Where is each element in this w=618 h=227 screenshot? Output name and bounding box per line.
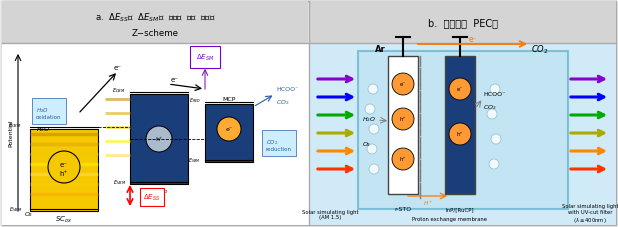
Text: e⁻: e⁻ <box>114 65 122 71</box>
Circle shape <box>369 124 379 134</box>
Bar <box>2 44 309 225</box>
Text: $H^+$: $H^+$ <box>423 199 433 207</box>
Text: $E_{RED}$: $E_{RED}$ <box>189 96 201 105</box>
Text: $O_2$: $O_2$ <box>362 140 371 149</box>
Text: $\Delta E_{SS}$: $\Delta E_{SS}$ <box>143 192 160 202</box>
Circle shape <box>392 109 414 131</box>
Circle shape <box>369 164 379 174</box>
Circle shape <box>487 109 497 119</box>
Text: $E_{VBM}$: $E_{VBM}$ <box>188 156 201 165</box>
Bar <box>388 57 418 194</box>
Circle shape <box>217 118 241 141</box>
Text: h⁺: h⁺ <box>457 132 463 137</box>
Text: HCOO⁻: HCOO⁻ <box>483 92 506 97</box>
Bar <box>130 95 188 184</box>
Text: $CO_2$: $CO_2$ <box>483 103 497 112</box>
Text: Potential: Potential <box>9 119 14 146</box>
Text: h⁺: h⁺ <box>60 170 68 176</box>
Text: $\Delta E_{SM}$: $\Delta E_{SM}$ <box>196 53 214 63</box>
Text: HCOO⁻: HCOO⁻ <box>276 87 298 92</box>
Bar <box>30 129 98 211</box>
Text: h⁺: h⁺ <box>400 157 406 162</box>
Text: Solar simulating light
(AM 1.5): Solar simulating light (AM 1.5) <box>302 209 358 220</box>
Circle shape <box>449 79 471 101</box>
Bar <box>310 44 616 225</box>
Text: b.  전선없는  PEC셀: b. 전선없는 PEC셀 <box>428 18 498 28</box>
Text: Z−scheme: Z−scheme <box>132 28 179 37</box>
Circle shape <box>392 148 414 170</box>
Text: e⁻: e⁻ <box>226 127 232 132</box>
Text: a.  $\Delta E_{SS}$와  $\Delta E_{SM}$의  조절에  의한  자발적: a. $\Delta E_{SS}$와 $\Delta E_{SM}$의 조절에… <box>95 12 215 24</box>
Circle shape <box>368 85 378 95</box>
Text: $H_2O$
oxidation: $H_2O$ oxidation <box>36 105 62 120</box>
Text: h⁺: h⁺ <box>155 137 163 142</box>
Circle shape <box>489 159 499 169</box>
Text: Ar: Ar <box>375 45 386 54</box>
Text: r-STO: r-STO <box>394 207 412 212</box>
Text: Proton exchange membrane: Proton exchange membrane <box>412 217 488 222</box>
Bar <box>2 2 308 44</box>
Text: $CO_2$: $CO_2$ <box>531 44 549 56</box>
Circle shape <box>365 105 375 114</box>
Text: e⁻: e⁻ <box>400 82 406 87</box>
Circle shape <box>146 126 172 152</box>
Circle shape <box>392 74 414 96</box>
Text: $CO_2$
reduction: $CO_2$ reduction <box>266 137 292 152</box>
Text: $E_{VBM}$: $E_{VBM}$ <box>112 178 126 187</box>
Text: e⁻: e⁻ <box>171 77 179 83</box>
Text: e⁻: e⁻ <box>60 161 68 167</box>
Text: $O_2$: $O_2$ <box>24 210 33 218</box>
Text: e⁻: e⁻ <box>457 87 463 92</box>
Circle shape <box>48 151 80 183</box>
Text: $H_2O$: $H_2O$ <box>36 125 50 134</box>
Text: e⁻: e⁻ <box>468 35 477 44</box>
Bar <box>358 52 568 209</box>
Bar <box>445 57 475 194</box>
Text: MCP: MCP <box>222 97 235 102</box>
Bar <box>310 2 616 44</box>
Text: $E_{VBM}$: $E_{VBM}$ <box>9 205 22 214</box>
Circle shape <box>449 123 471 145</box>
Text: $E_{CBM}$: $E_{CBM}$ <box>9 121 22 130</box>
Text: $E_{CBM}$: $E_{CBM}$ <box>112 86 126 95</box>
Text: $CO_2$: $CO_2$ <box>276 98 290 107</box>
Text: h⁺: h⁺ <box>400 117 406 122</box>
Text: $SC_{ox}$: $SC_{ox}$ <box>56 214 73 224</box>
Text: InP/[RuCP]: InP/[RuCP] <box>446 207 474 212</box>
Bar <box>205 105 253 162</box>
Circle shape <box>490 85 500 95</box>
Circle shape <box>491 134 501 144</box>
Circle shape <box>367 144 377 154</box>
Text: $SC_{RED}$: $SC_{RED}$ <box>150 187 169 196</box>
Text: Solar simulating light
with UV-cut filter
($\lambda$$\geq$400nm): Solar simulating light with UV-cut filte… <box>562 204 618 225</box>
Text: $H_2O$: $H_2O$ <box>362 115 376 124</box>
